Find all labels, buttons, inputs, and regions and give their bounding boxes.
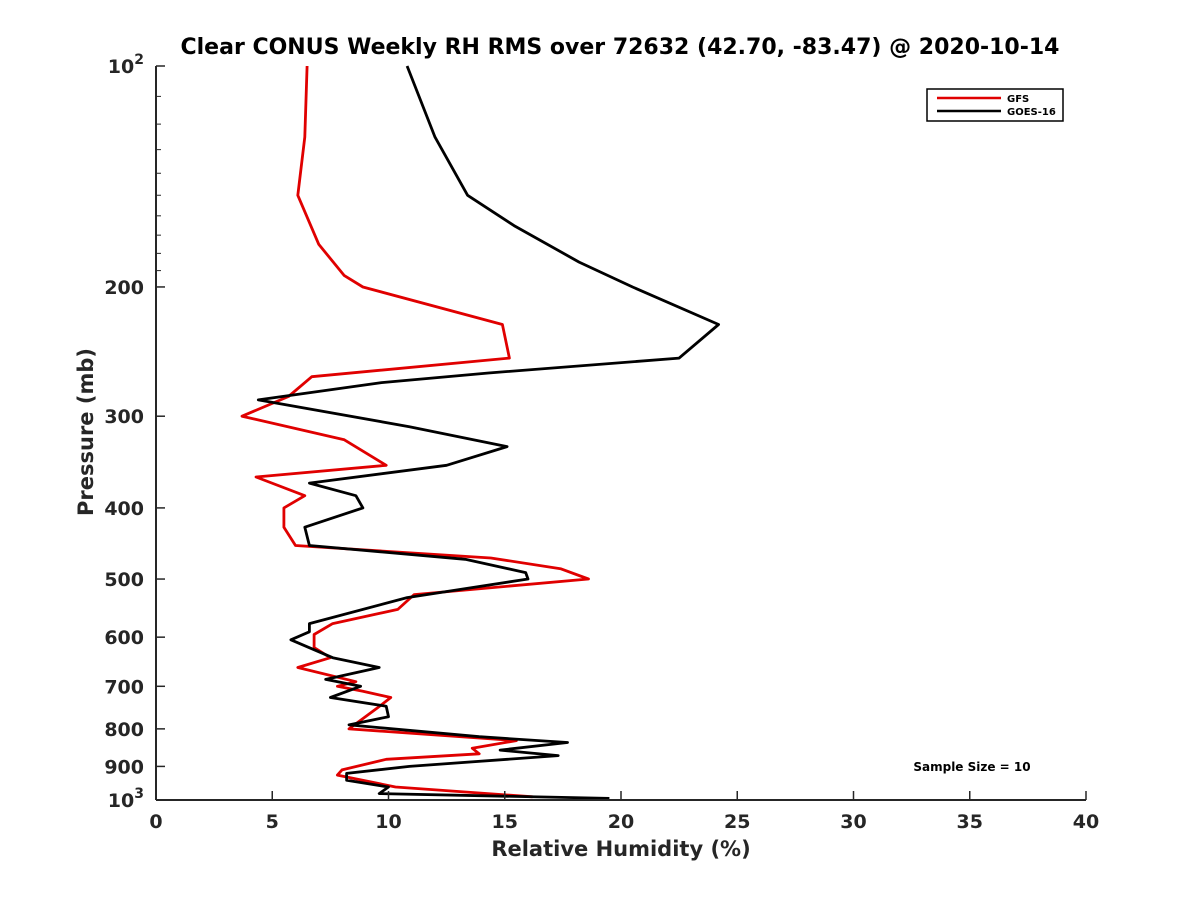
y-tick-label: 900 [104,756,144,778]
series-line-goes-16 [256,65,720,800]
x-tick-label: 5 [266,811,279,833]
x-tick-label: 40 [1073,811,1099,833]
chart-title: Clear CONUS Weekly RH RMS over 72632 (42… [181,35,1060,60]
y-tick-label: 300 [104,406,144,428]
legend-label-goes16: GOES-16 [1007,107,1056,118]
y-tick-label: 600 [104,627,144,649]
legend-label-gfs: GFS [1007,94,1029,105]
legend: GFS GOES-16 [926,88,1064,122]
x-tick-label: 10 [375,811,401,833]
series-layer [240,65,720,800]
legend-box [926,88,1064,122]
y-axis-label: Pressure (mb) [74,348,98,516]
x-tick-label: 25 [724,811,750,833]
x-ticks: 0 5 10 15 20 25 30 35 40 [149,791,1099,833]
y-tick-label: 103 [108,786,144,812]
y-ticks: 102 200 300 400 500 600 700 800 900 103 [104,52,165,812]
x-tick-label: 20 [608,811,634,833]
x-axis-label: Relative Humidity (%) [491,837,750,861]
y-tick-label: 200 [104,277,144,299]
x-tick-label: 30 [840,811,866,833]
series-line-gfs [240,65,590,799]
plot-background [156,66,1086,800]
x-tick-label: 15 [492,811,518,833]
y-tick-label: 800 [104,719,144,741]
y-tick-label: 500 [104,569,144,591]
sample-size-annotation: Sample Size = 10 [913,760,1030,774]
y-tick-label: 700 [104,676,144,698]
y-tick-label: 102 [108,52,144,78]
x-tick-label: 35 [957,811,983,833]
y-tick-label: 400 [104,498,144,520]
x-tick-label: 0 [149,811,162,833]
plot-area: 0 5 10 15 20 25 30 35 40 102 200 300 400 500 600 700 80… [104,52,1099,833]
